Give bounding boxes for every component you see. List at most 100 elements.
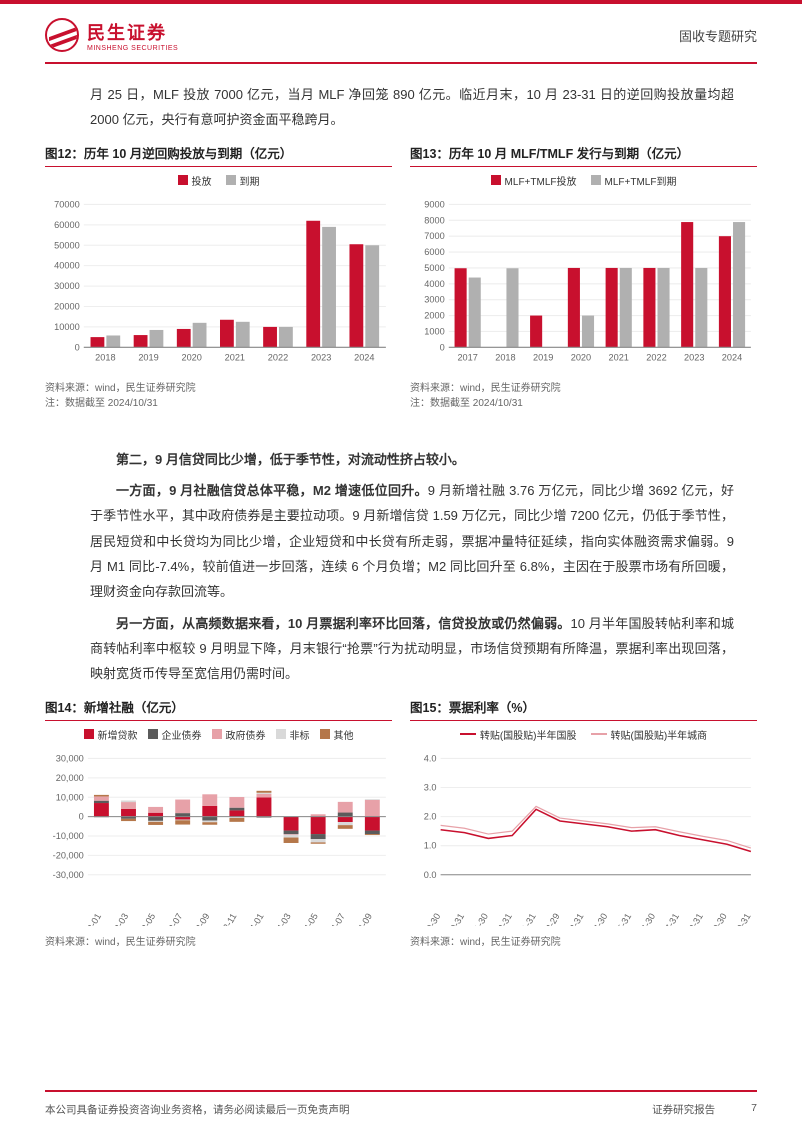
page-header: 民生证券 MINSHENG SECURITIES 固收专题研究: [45, 4, 757, 64]
svg-text:1000: 1000: [424, 326, 444, 336]
svg-text:2022: 2022: [268, 352, 288, 362]
svg-text:10,000: 10,000: [56, 792, 84, 802]
footer-page-number: 7: [751, 1102, 757, 1117]
legend-label: 非标: [290, 727, 310, 742]
svg-text:4000: 4000: [424, 279, 444, 289]
chart14-svg: -30,000-20,000-10,000010,00020,00030,000…: [45, 746, 392, 926]
legend-label: 新增贷款: [98, 727, 138, 742]
svg-text:2019: 2019: [138, 352, 158, 362]
svg-text:2018: 2018: [95, 352, 115, 362]
chart14-title: 图14：新增社融（亿元）: [45, 697, 392, 721]
svg-text:6000: 6000: [424, 247, 444, 257]
legend-label: 其他: [334, 727, 354, 742]
chart14-legend: 新增贷款 企业债券 政府债券 非标 其他: [45, 727, 392, 742]
chart12-source: 资料来源：wind，民生证券研究院 注：数据截至 2024/10/31: [45, 381, 392, 411]
svg-text:4.0: 4.0: [424, 753, 437, 763]
svg-text:9000: 9000: [424, 199, 444, 209]
svg-text:50000: 50000: [54, 240, 80, 250]
note-text: 注：数据截至 2024/10/31: [410, 396, 757, 411]
chart12-svg: 0100002000030000400005000060000700002018…: [45, 192, 392, 372]
legend-label: 转贴(国股贴)半年国股: [480, 727, 577, 742]
source-text: 资料来源：wind，民生证券研究院: [410, 381, 757, 396]
source-text: 资料来源：wind，民生证券研究院: [45, 381, 392, 396]
svg-text:2023-01: 2023-01: [78, 911, 103, 925]
body-section: 第二，9 月信贷同比少增，低于季节性，对流动性挤占较小。 一方面，9 月社融信贷…: [0, 429, 802, 687]
svg-text:2023: 2023: [684, 352, 704, 362]
svg-text:70000: 70000: [54, 199, 80, 209]
body-p2-rest: 9 月新增社融 3.76 万亿元，同比少增 3692 亿元，好于季节性水平，其中…: [90, 483, 734, 599]
chart12: 图12：历年 10 月逆回购投放与到期（亿元） 投放 到期 0 10000 2000…: [45, 143, 392, 411]
chart13-title: 图13：历年 10 月 MLF/TMLF 发行与到期（亿元）: [410, 143, 757, 167]
svg-text:60000: 60000: [54, 220, 80, 230]
svg-text:2018: 2018: [495, 352, 515, 362]
swatch-icon: [591, 175, 601, 185]
chart14-source: 资料来源：wind，民生证券研究院: [45, 935, 392, 950]
swatch-icon: [212, 729, 222, 739]
svg-text:40000: 40000: [54, 260, 80, 270]
svg-text:2023-09: 2023-09: [186, 911, 211, 925]
svg-text:20000: 20000: [54, 301, 80, 311]
svg-text:2023-09-30: 2023-09-30: [410, 911, 442, 925]
intro-section: 月 25 日，MLF 投放 7000 亿元，当月 MLF 净回笼 890 亿元。…: [0, 64, 802, 133]
chart15-source: 资料来源：wind，民生证券研究院: [410, 935, 757, 950]
swatch-icon: [276, 729, 286, 739]
chart15-title: 图15：票据利率（%）: [410, 697, 757, 721]
svg-text:-20,000: -20,000: [53, 850, 84, 860]
svg-text:2021: 2021: [609, 352, 629, 362]
svg-text:2024: 2024: [354, 352, 374, 362]
chart15-legend: 转贴(国股贴)半年国股 转贴(国股贴)半年城商: [410, 727, 757, 742]
body-p2-bold: 一方面，9 月社融信贷总体平稳，M2 增速低位回升。: [116, 483, 428, 498]
chart13-legend: MLF+TMLF投放 MLF+TMLF到期: [410, 173, 757, 188]
svg-text:2020: 2020: [181, 352, 201, 362]
svg-text:2022: 2022: [646, 352, 666, 362]
svg-text:3000: 3000: [424, 294, 444, 304]
svg-text:2024-05: 2024-05: [294, 911, 319, 925]
svg-text:2024: 2024: [722, 352, 742, 362]
svg-text:2017: 2017: [457, 352, 477, 362]
logo: 民生证券 MINSHENG SECURITIES: [45, 18, 178, 52]
legend-label: MLF+TMLF投放: [505, 173, 577, 188]
svg-text:0: 0: [75, 342, 80, 352]
svg-text:2024-01: 2024-01: [240, 911, 265, 925]
legend-label: 投放: [192, 173, 212, 188]
svg-text:0.0: 0.0: [424, 870, 437, 880]
svg-text:8000: 8000: [424, 215, 444, 225]
chart12-title: 图12：历年 10 月逆回购投放与到期（亿元）: [45, 143, 392, 167]
intro-para: 月 25 日，MLF 投放 7000 亿元，当月 MLF 净回笼 890 亿元。…: [90, 82, 734, 133]
footer-disclaimer: 本公司具备证券投资咨询业务资格，请务必阅读最后一页免责声明: [45, 1102, 350, 1117]
chart15: 图15：票据利率（%） 转贴(国股贴)半年国股 转贴(国股贴)半年城商 0.01…: [410, 697, 757, 950]
svg-text:2023-11: 2023-11: [213, 911, 238, 925]
svg-text:5000: 5000: [424, 263, 444, 273]
chart14: 图14：新增社融（亿元） 新增贷款 企业债券 政府债券 非标 其他 -30,00…: [45, 697, 392, 950]
svg-text:2021: 2021: [225, 352, 245, 362]
chart13-svg: 0100020003000400050006000700080009000201…: [410, 192, 757, 372]
svg-text:2023: 2023: [311, 352, 331, 362]
swatch-icon: [178, 175, 188, 185]
svg-text:2.0: 2.0: [424, 811, 437, 821]
chart13-source: 资料来源：wind，民生证券研究院 注：数据截至 2024/10/31: [410, 381, 757, 411]
chart12-legend: 投放 到期: [45, 173, 392, 188]
body-p2: 一方面，9 月社融信贷总体平稳，M2 增速低位回升。9 月新增社融 3.76 万…: [90, 478, 734, 605]
svg-text:2023-03: 2023-03: [105, 911, 130, 925]
footer-report-label: 证券研究报告: [652, 1102, 715, 1117]
svg-text:30,000: 30,000: [56, 753, 84, 763]
svg-text:2020: 2020: [571, 352, 591, 362]
chart13: 图13：历年 10 月 MLF/TMLF 发行与到期（亿元） MLF+TMLF投…: [410, 143, 757, 411]
legend-label: 企业债券: [162, 727, 202, 742]
swatch-icon: [320, 729, 330, 739]
legend-label: 转贴(国股贴)半年城商: [611, 727, 708, 742]
legend-label: MLF+TMLF到期: [605, 173, 677, 188]
svg-text:2000: 2000: [424, 310, 444, 320]
logo-cn: 民生证券: [87, 19, 178, 45]
svg-text:7000: 7000: [424, 231, 444, 241]
body-p1: 第二，9 月信贷同比少增，低于季节性，对流动性挤占较小。: [90, 447, 734, 472]
svg-text:0: 0: [79, 811, 84, 821]
line-swatch-icon: [460, 733, 476, 735]
svg-text:2019: 2019: [533, 352, 553, 362]
logo-icon: [45, 18, 79, 52]
svg-text:10000: 10000: [54, 322, 80, 332]
svg-text:2023-05: 2023-05: [132, 911, 157, 925]
svg-text:2024-03: 2024-03: [267, 911, 292, 925]
svg-text:2023-07: 2023-07: [159, 911, 184, 925]
doc-category: 固收专题研究: [679, 26, 757, 45]
